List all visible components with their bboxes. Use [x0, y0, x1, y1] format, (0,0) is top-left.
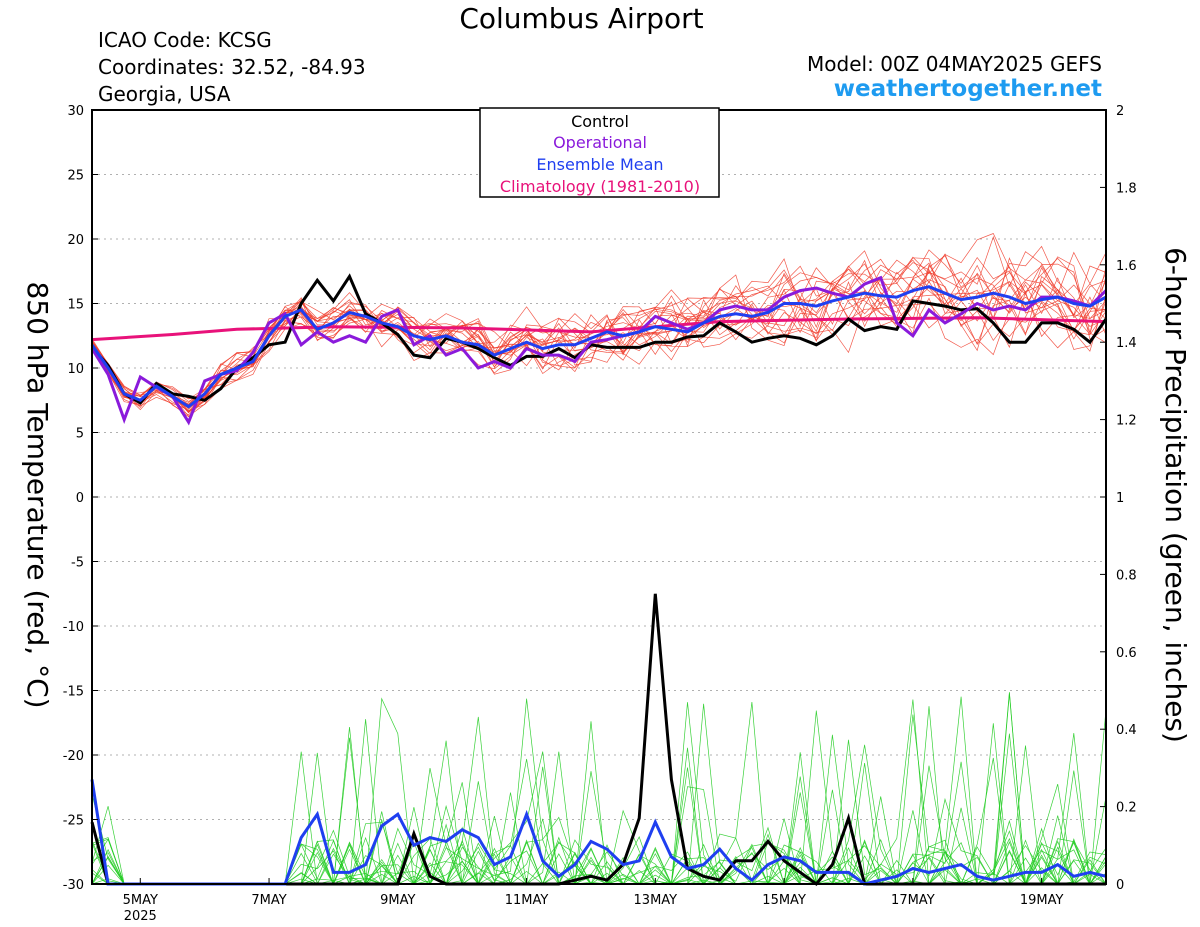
left-tick-label: -20	[63, 749, 84, 764]
legend-entry-operational: Operational	[553, 133, 647, 152]
chart-title: Columbus Airport	[459, 2, 704, 35]
climatology-temp-line	[91, 316, 1107, 342]
x-tick-label: 9MAY	[380, 893, 415, 908]
left-tick-label: 15	[67, 298, 84, 313]
legend-entry-climatology: Climatology (1981-2010)	[500, 177, 700, 196]
right-tick-label: 1.2	[1116, 414, 1137, 429]
legend-box	[479, 107, 720, 198]
ensemble-member-temp-line	[91, 253, 1107, 413]
x-tick-label: 5MAY	[123, 893, 158, 908]
left-tick-label: 20	[67, 233, 84, 248]
ensemble-member-precip-lines	[91, 692, 1107, 886]
right-axis-label: 6-hour Precipitation (green, inches)	[1159, 247, 1192, 743]
right-tick-label: 1.8	[1116, 181, 1137, 196]
ensemble-member-precip-line	[91, 710, 1107, 886]
location: Georgia, USA	[98, 82, 231, 106]
ensemble-member-temp-line	[91, 264, 1107, 413]
right-tick-label: 0.4	[1116, 723, 1137, 738]
x-tick-label: 13MAY	[634, 893, 678, 908]
ensemble-member-precip-line	[91, 709, 1107, 885]
ensemble-member-precip-line	[92, 702, 1107, 886]
left-axis-label: 850 hPa Temperature (red, °C)	[21, 281, 54, 708]
ensemble-member-precip-line	[91, 706, 1107, 886]
grid-lines	[92, 174, 1106, 820]
right-tick-label: 1	[1116, 491, 1124, 506]
ensemble-member-temp-line	[91, 259, 1107, 411]
x-tick-label: 19MAY	[1020, 893, 1064, 908]
left-tick-label: -5	[71, 556, 84, 571]
x-tick-label: 17MAY	[891, 893, 935, 908]
x-tick-label: 7MAY	[251, 893, 286, 908]
left-tick-label: -30	[63, 878, 84, 893]
x-tick-year-label: 2025	[124, 909, 157, 924]
left-tick-label: -10	[63, 620, 84, 635]
ensemble-member-temp-line	[91, 264, 1107, 413]
right-tick-label: 0.6	[1116, 646, 1137, 661]
ensemble-member-precip-line	[92, 692, 1107, 886]
left-axis-ticks: 30 25 20 15 10 5 0 -5 -10 -15 -20 -25 -30	[63, 104, 98, 893]
ensemble-mean-precip-line	[90, 779, 1107, 886]
right-tick-label: 0	[1116, 878, 1124, 893]
left-tick-label: 5	[76, 427, 84, 442]
coordinates: Coordinates: 32.52, -84.93	[98, 55, 366, 79]
left-tick-label: 0	[76, 491, 84, 506]
left-tick-label: -15	[63, 685, 84, 700]
ensemble-member-temp-line	[91, 272, 1107, 406]
right-tick-label: 1.6	[1116, 259, 1137, 274]
right-tick-label: 1.4	[1116, 336, 1137, 351]
left-tick-label: -25	[63, 814, 84, 829]
icao-code: ICAO Code: KCSG	[98, 28, 272, 52]
ensemble-member-temp-lines	[91, 233, 1107, 418]
left-tick-label: 25	[67, 169, 84, 184]
right-tick-label: 0.8	[1116, 568, 1137, 583]
left-tick-label: 10	[67, 362, 84, 377]
ensemble-member-precip-line	[92, 698, 1107, 885]
ensemble-member-precip-line	[91, 697, 1106, 885]
legend-entry-control: Control	[571, 112, 629, 131]
model-run: Model: 00Z 04MAY2025 GEFS	[807, 52, 1102, 76]
left-tick-label: 30	[67, 104, 84, 119]
ensemble-member-precip-line	[91, 701, 1106, 886]
ensemble-member-precip-line	[92, 693, 1107, 886]
x-tick-label: 11MAY	[505, 893, 549, 908]
right-tick-label: 2	[1116, 104, 1124, 119]
ensemble-member-temp-line	[91, 245, 1107, 409]
site-name: weathertogether.net	[833, 76, 1102, 102]
ensemble-member-precip-line	[91, 703, 1107, 885]
ensemble-mean-temp-line	[90, 285, 1107, 409]
right-axis-ticks: 2 1.8 1.6 1.4 1.2 1 0.8 0.6 0.4 0.2 0	[1100, 104, 1137, 893]
legend-entry-ensemble-mean: Ensemble Mean	[536, 155, 663, 174]
ensemble-member-precip-line	[92, 696, 1106, 886]
right-tick-label: 0.2	[1116, 801, 1137, 816]
operational-temp-line	[90, 275, 1108, 426]
x-tick-label: 15MAY	[762, 893, 806, 908]
